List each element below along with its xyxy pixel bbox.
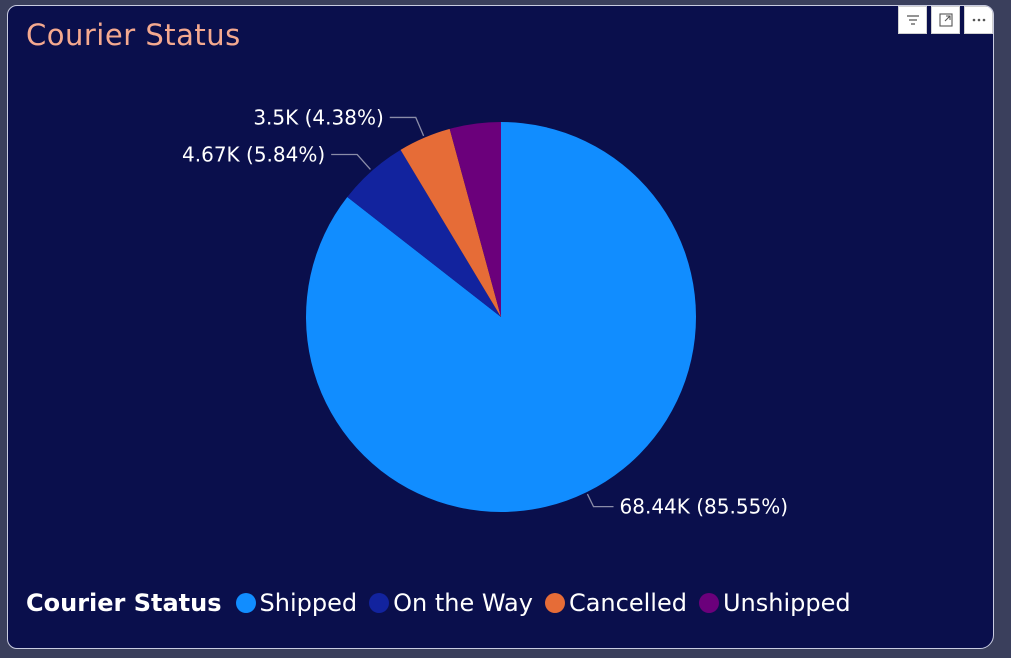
pie-slice-unshipped[interactable] xyxy=(449,122,501,317)
pie-slice-cancelled[interactable] xyxy=(400,128,501,317)
legend-item-cancelled[interactable]: Cancelled xyxy=(544,589,687,617)
pie-slice-shipped[interactable] xyxy=(305,122,696,512)
legend-label: Unshipped xyxy=(722,589,851,617)
leader-line xyxy=(586,493,614,508)
legend-dot-icon xyxy=(369,593,390,613)
data-label-on-the-way: 4.67K (5.84%) xyxy=(182,143,325,167)
leader-line xyxy=(331,153,371,170)
leader-line xyxy=(389,116,425,137)
legend-item-unshipped[interactable]: Unshipped xyxy=(698,589,851,617)
data-label-cancelled: 3.5K (4.38%) xyxy=(253,105,383,129)
visual-card[interactable]: Courier Status 68.44K (85.5 xyxy=(7,5,994,649)
legend-dot-icon xyxy=(698,593,719,613)
filter-button[interactable] xyxy=(898,6,927,34)
legend-dot-icon xyxy=(235,593,256,613)
legend-item-shipped[interactable]: Shipped xyxy=(235,589,358,617)
legend-dot-icon xyxy=(544,593,565,613)
legend-label: Shipped xyxy=(259,589,358,617)
focus-mode-icon xyxy=(938,13,953,27)
legend-label: On the Way xyxy=(393,589,533,617)
data-label-shipped: 68.44K (85.55%) xyxy=(620,495,789,519)
pie-chart: 68.44K (85.55%) 4.67K (5.84%) 3.5K (4.38%) xyxy=(182,105,788,518)
legend-title: Courier Status xyxy=(26,589,222,617)
filter-icon xyxy=(906,15,919,25)
focus-mode-button[interactable] xyxy=(931,6,960,34)
legend-item-on-the-way[interactable]: On the Way xyxy=(369,589,533,617)
legend-label: Cancelled xyxy=(568,589,687,617)
pie-slices xyxy=(305,122,696,512)
visual-title: Courier Status xyxy=(26,18,241,52)
visual-header-toolbar xyxy=(898,6,993,34)
more-options-button[interactable] xyxy=(964,6,993,34)
chart-legend: Courier Status Shipped On the Way Cancel… xyxy=(26,589,863,617)
pie-slice-on-the-way[interactable] xyxy=(347,149,501,317)
more-options-icon xyxy=(972,18,985,22)
pie-data-labels: 68.44K (85.55%) 4.67K (5.84%) 3.5K (4.38%) xyxy=(182,105,788,518)
